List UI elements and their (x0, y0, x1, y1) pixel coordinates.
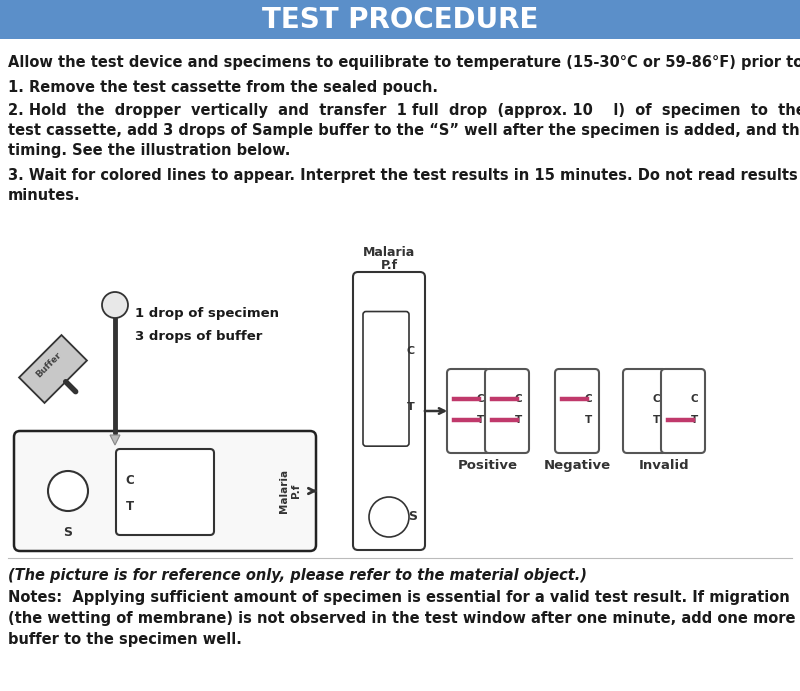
Polygon shape (19, 335, 87, 403)
Circle shape (102, 292, 128, 318)
FancyBboxPatch shape (353, 272, 425, 550)
Polygon shape (110, 435, 120, 445)
Text: Malaria
P.f: Malaria P.f (279, 469, 301, 513)
Text: C: C (584, 394, 592, 404)
Text: 3 drops of buffer: 3 drops of buffer (135, 330, 262, 343)
FancyBboxPatch shape (14, 431, 316, 551)
Text: P.f: P.f (381, 259, 398, 272)
Text: Malaria: Malaria (363, 246, 415, 259)
Text: T: T (585, 415, 592, 425)
Text: T: T (126, 500, 134, 513)
FancyBboxPatch shape (447, 369, 491, 453)
Text: C: C (126, 474, 134, 486)
Text: timing. See the illustration below.: timing. See the illustration below. (8, 143, 290, 158)
Text: C: C (690, 394, 698, 404)
Text: Notes:  Applying sufficient amount of specimen is essential for a valid test res: Notes: Applying sufficient amount of spe… (8, 590, 790, 605)
Text: Negative: Negative (543, 459, 610, 472)
FancyBboxPatch shape (661, 369, 705, 453)
Text: S: S (408, 511, 417, 524)
Text: S: S (63, 526, 73, 539)
Text: Allow the test device and specimens to equilibrate to temperature (15-30°C or 59: Allow the test device and specimens to e… (8, 55, 800, 70)
Text: C: C (514, 394, 522, 404)
Text: C: C (476, 394, 484, 404)
Text: (the wetting of membrane) is not observed in the test window after one minute, a: (the wetting of membrane) is not observe… (8, 611, 800, 626)
Text: 2. Hold  the  dropper  vertically  and  transfer  1 full  drop  (approx. 10    l: 2. Hold the dropper vertically and trans… (8, 103, 800, 118)
Text: Positive: Positive (458, 459, 518, 472)
Text: T: T (690, 415, 698, 425)
Circle shape (48, 471, 88, 511)
Text: T: T (477, 415, 484, 425)
Text: (The picture is for reference only, please refer to the material object.): (The picture is for reference only, plea… (8, 568, 587, 583)
Text: T: T (407, 402, 415, 412)
Text: buffer to the specimen well.: buffer to the specimen well. (8, 632, 242, 647)
Text: Buffer: Buffer (34, 350, 63, 379)
FancyBboxPatch shape (116, 449, 214, 535)
Text: minutes.: minutes. (8, 188, 81, 203)
Bar (0, 0, 800, 39)
Text: 1. Remove the test cassette from the sealed pouch.: 1. Remove the test cassette from the sea… (8, 80, 438, 95)
Text: 1 drop of specimen: 1 drop of specimen (135, 307, 279, 319)
Text: C: C (407, 346, 415, 356)
Text: TEST PROCEDURE: TEST PROCEDURE (262, 6, 538, 34)
FancyBboxPatch shape (555, 369, 599, 453)
Text: T: T (514, 415, 522, 425)
Text: Invalid: Invalid (638, 459, 690, 472)
FancyBboxPatch shape (485, 369, 529, 453)
Circle shape (369, 497, 409, 537)
Text: C: C (652, 394, 660, 404)
Text: 3. Wait for colored lines to appear. Interpret the test results in 15 minutes. D: 3. Wait for colored lines to appear. Int… (8, 168, 800, 183)
FancyBboxPatch shape (623, 369, 667, 453)
FancyBboxPatch shape (363, 312, 409, 446)
Text: test cassette, add 3 drops of Sample buffer to the “S” well after the specimen i: test cassette, add 3 drops of Sample buf… (8, 123, 800, 138)
Text: T: T (653, 415, 660, 425)
